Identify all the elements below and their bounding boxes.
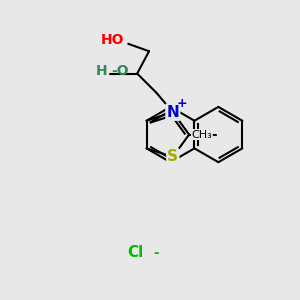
Text: -: -: [148, 245, 159, 260]
Text: S: S: [167, 149, 178, 164]
Text: -O: -O: [111, 64, 129, 78]
Text: Cl: Cl: [127, 245, 143, 260]
Text: CH₃: CH₃: [191, 130, 212, 140]
Text: HO: HO: [101, 33, 125, 47]
Text: N: N: [167, 105, 179, 120]
Text: +: +: [177, 98, 188, 110]
Text: H: H: [96, 64, 107, 78]
